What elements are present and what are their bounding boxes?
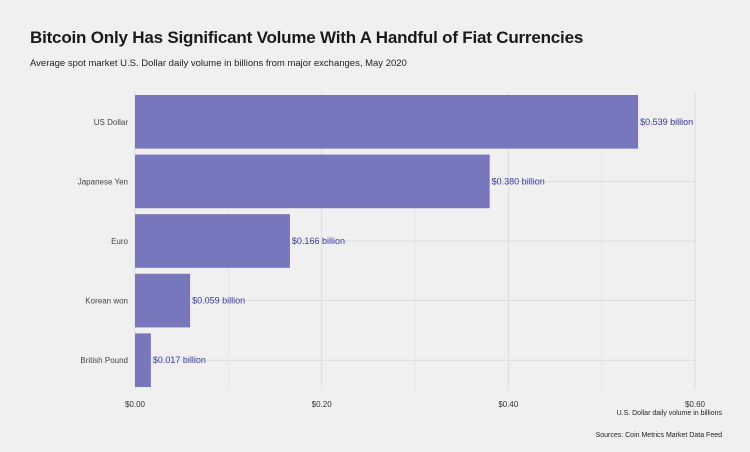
bar xyxy=(135,273,191,328)
category-label: British Pound xyxy=(80,356,128,365)
data-label: $0.059 billion xyxy=(192,296,245,306)
chart-title: Bitcoin Only Has Significant Volume With… xyxy=(30,28,584,47)
x-axis-label: U.S. Dollar daily volume in billions xyxy=(616,410,722,417)
bar xyxy=(135,94,639,149)
bar xyxy=(135,333,151,388)
category-label: Japanese Yen xyxy=(78,177,128,186)
data-label: $0.539 billion xyxy=(640,117,693,127)
x-tick-label: $0.40 xyxy=(498,400,519,409)
x-tick-label: $0.60 xyxy=(685,400,706,409)
category-label: Korean won xyxy=(85,297,128,306)
data-label: $0.017 billion xyxy=(153,355,206,365)
data-label: $0.166 billion xyxy=(292,236,345,246)
data-label: $0.380 billion xyxy=(492,176,545,186)
bar xyxy=(135,154,490,209)
source-note: Sources: Coin Metrics Market Data Feed xyxy=(595,432,722,439)
chart-subtitle: Average spot market U.S. Dollar daily vo… xyxy=(30,58,407,69)
bar xyxy=(135,214,290,268)
x-tick-label: $0.00 xyxy=(125,400,146,409)
x-tick-label: $0.20 xyxy=(312,400,333,409)
category-label: Euro xyxy=(111,237,128,246)
category-label: US Dollar xyxy=(94,118,129,127)
